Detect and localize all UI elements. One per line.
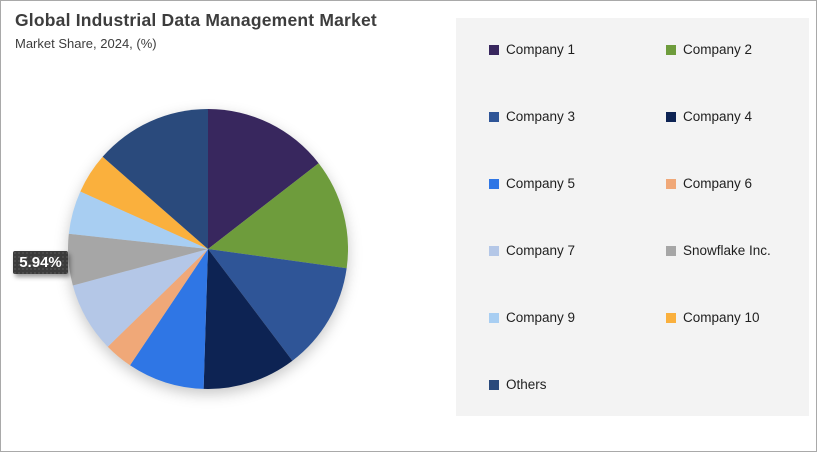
pie-slice-company-4 (203, 249, 293, 389)
legend-swatch-icon (666, 112, 676, 122)
legend-item-company-9: Company 9 (489, 307, 666, 374)
chart-subtitle: Market Share, 2024, (%) (15, 36, 157, 51)
pie-chart (68, 109, 348, 389)
chart-title: Global Industrial Data Management Market (15, 10, 377, 30)
legend-label: Company 4 (683, 109, 753, 124)
legend-label: Company 2 (683, 42, 753, 57)
legend-swatch-icon (666, 45, 676, 55)
legend-item-company-3: Company 3 (489, 106, 666, 173)
legend-item-others: Others (489, 374, 666, 416)
pie-slice-company-10 (80, 156, 208, 249)
legend-swatch-icon (666, 313, 676, 323)
legend-label: Company 1 (506, 42, 576, 57)
legend-swatch-icon (489, 112, 499, 122)
legend-swatch-icon (666, 246, 676, 256)
legend-item-company-2: Company 2 (666, 39, 809, 106)
pie-slice-company-2 (208, 163, 348, 269)
legend-label: Company 7 (506, 243, 576, 258)
pie-slice-company-6 (107, 249, 208, 366)
legend-label: Company 6 (683, 176, 753, 191)
pie-slice-others (102, 109, 208, 249)
pie-slice-company-1 (208, 109, 319, 249)
legend-item-company-6: Company 6 (666, 173, 809, 240)
pie-slice-snowflake-inc- (68, 233, 208, 286)
legend-item-company-4: Company 4 (666, 106, 809, 173)
data-label-callout: 5.94% (13, 251, 68, 274)
legend-label: Others (506, 377, 547, 392)
legend-item-company-10: Company 10 (666, 307, 809, 374)
legend-label: Company 5 (506, 176, 576, 191)
pie-chart-area: 5.94% (8, 89, 408, 419)
legend-item-snowflake-inc-: Snowflake Inc. (666, 240, 809, 307)
legend-label: Snowflake Inc. (683, 243, 771, 258)
legend-swatch-icon (489, 246, 499, 256)
legend-item-company-5: Company 5 (489, 173, 666, 240)
pie-slice-company-9 (68, 191, 208, 249)
legend-label: Company 10 (683, 310, 760, 325)
pie-slice-company-3 (208, 249, 347, 361)
legend-swatch-icon (489, 179, 499, 189)
legend-swatch-icon (666, 179, 676, 189)
legend-label: Company 9 (506, 310, 576, 325)
legend-item-company-1: Company 1 (489, 39, 666, 106)
legend-swatch-icon (489, 380, 499, 390)
legend-item-company-7: Company 7 (489, 240, 666, 307)
chart-header: Global Industrial Data Management Market… (15, 10, 377, 51)
pie-slice-company-7 (72, 249, 208, 347)
legend-swatch-icon (489, 45, 499, 55)
legend-label: Company 3 (506, 109, 576, 124)
legend-swatch-icon (489, 313, 499, 323)
legend: Company 1 Company 2 Company 3 Company 4 Comp… (456, 18, 809, 416)
pie-slice-company-5 (130, 249, 208, 389)
